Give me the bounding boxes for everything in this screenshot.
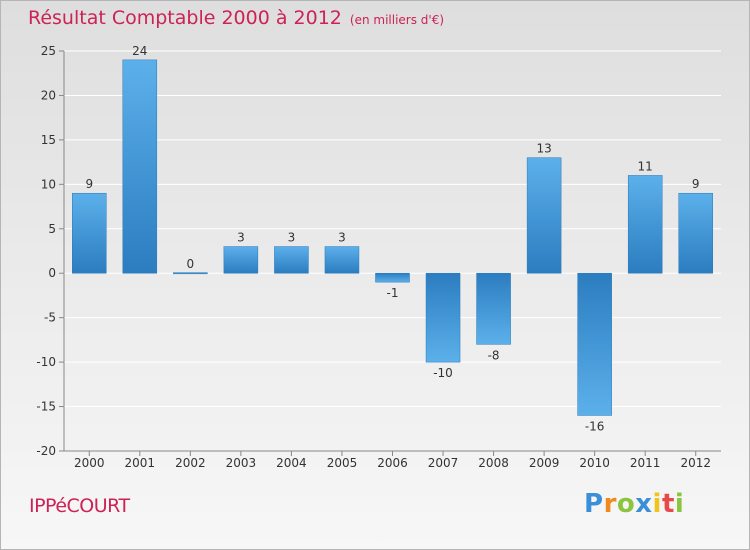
y-tick-label: 25 — [41, 44, 56, 58]
data-label: 3 — [237, 231, 245, 245]
data-label: 3 — [338, 231, 346, 245]
chart-title: Résultat Comptable 2000 à 2012 (en millie… — [28, 7, 444, 29]
x-tick-label: 2003 — [226, 456, 257, 470]
bar — [526, 157, 562, 274]
logo-letter: P — [584, 489, 604, 519]
data-label: -16 — [585, 419, 605, 433]
bar — [577, 272, 612, 416]
y-tick-label: 15 — [41, 133, 56, 147]
x-tick-label: 2012 — [680, 456, 711, 470]
data-label: 9 — [85, 177, 93, 191]
y-tick-label: -10 — [36, 355, 56, 369]
x-tick-label: 2002 — [175, 456, 206, 470]
data-label: -1 — [387, 286, 399, 300]
grid-lines — [64, 50, 721, 452]
logo-letter: r — [603, 489, 617, 519]
proxiti-logo: Proxiti — [584, 489, 684, 519]
x-tick-label: 2005 — [327, 456, 358, 470]
title-text: Résultat Comptable 2000 à 2012 — [28, 7, 342, 29]
bar — [324, 246, 360, 274]
data-label: 0 — [187, 257, 195, 271]
bar — [476, 272, 511, 345]
data-label: 3 — [288, 231, 296, 245]
y-tick-label: 5 — [48, 222, 56, 236]
y-tick-label: -15 — [36, 400, 56, 414]
logo-letter: x — [635, 489, 653, 519]
commune-name: IPPéCOURT — [29, 495, 130, 517]
y-tick-label: -20 — [36, 444, 56, 458]
x-tick-label: 2009 — [529, 456, 560, 470]
bar — [627, 175, 663, 274]
bar — [173, 272, 208, 275]
x-tick-label: 2000 — [74, 456, 105, 470]
logo-letter: o — [616, 489, 636, 519]
bar — [223, 246, 259, 274]
data-label: 24 — [132, 44, 147, 58]
bar — [425, 272, 461, 363]
data-labels: 9 24 0 3 3 3 -1 -10 -8 13 -16 11 9 — [85, 44, 699, 434]
y-tick-label: 10 — [41, 177, 56, 191]
bars — [72, 59, 713, 416]
logo-letter: t — [661, 489, 675, 519]
bar — [122, 59, 158, 274]
x-tick-label: 2007 — [428, 456, 459, 470]
y-tick-label: 0 — [48, 266, 56, 280]
logo-letter: i — [652, 489, 662, 519]
bar — [72, 192, 107, 274]
logo-letter: i — [674, 489, 685, 519]
y-tick-label: -5 — [44, 311, 56, 325]
data-label: -10 — [433, 366, 453, 380]
bar — [274, 246, 309, 274]
bar — [375, 272, 410, 283]
x-tick-label: 2010 — [579, 456, 610, 470]
data-label: 13 — [536, 142, 551, 156]
x-tick-label: 2004 — [276, 456, 307, 470]
data-label: -8 — [488, 348, 500, 362]
x-tick-label: 2001 — [125, 456, 156, 470]
x-tick-label: 2011 — [630, 456, 661, 470]
y-tick-label: 20 — [41, 88, 56, 102]
x-tick-label: 2006 — [377, 456, 408, 470]
chart-subtitle: (en milliers d'€) — [349, 13, 445, 27]
bar — [678, 192, 713, 274]
x-tick-label: 2008 — [478, 456, 509, 470]
data-label: 11 — [638, 159, 653, 173]
data-label: 9 — [692, 177, 700, 191]
